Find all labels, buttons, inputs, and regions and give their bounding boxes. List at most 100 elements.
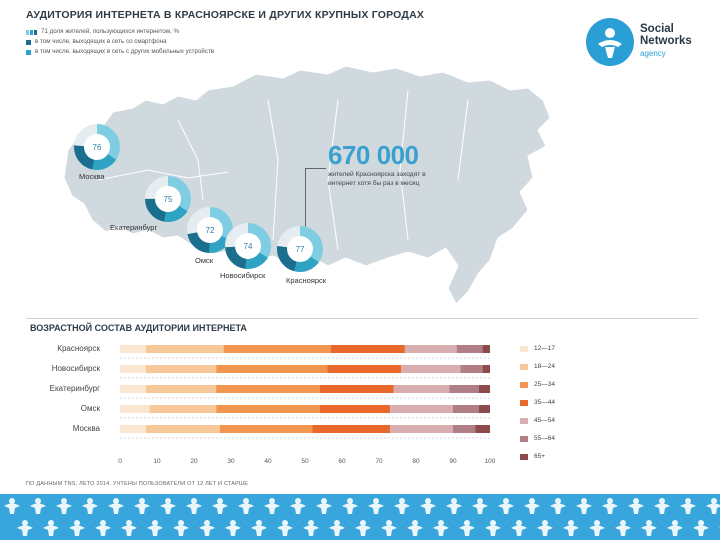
x-tick-label: 20 [190, 458, 198, 465]
footer-person-body [173, 525, 189, 536]
footer-person-head [256, 520, 262, 526]
legend-label-mobile: в том числе, выходящих в сеть с других м… [35, 48, 215, 55]
age-legend-item: 55—64 [520, 435, 555, 442]
footer-person-body [485, 525, 501, 536]
bar-segment [478, 405, 490, 413]
bar-segment [216, 405, 320, 413]
bar-segment [330, 345, 405, 353]
footer-person-head [568, 520, 574, 526]
footer-person-body [537, 525, 553, 536]
footer-person-body [576, 503, 592, 514]
footer-person-body [667, 525, 683, 536]
bar-segment [478, 385, 490, 393]
footer-person-body [433, 525, 449, 536]
footer-person-head [659, 498, 665, 504]
legend-label-smartphone: в том числе, выходящих в сеть со смартфо… [35, 38, 167, 45]
bar-segment [319, 405, 391, 413]
footer-person-head [347, 498, 353, 504]
age-legend-swatch [520, 399, 528, 406]
donut-segment [225, 223, 271, 269]
footer-person-body [654, 503, 670, 514]
donut-omsk: 72 [187, 207, 233, 253]
bar-segment [456, 345, 483, 353]
legend-row-smartphone: в том числе, выходящих в сеть со смартфо… [26, 37, 214, 47]
bar-segment [482, 345, 490, 353]
x-tick-label: 40 [264, 458, 272, 465]
footer-person-head [529, 498, 535, 504]
bar-segment [390, 405, 453, 413]
age-chart-title: ВОЗРАСТНОЙ СОСТАВ АУДИТОРИИ ИНТЕРНЕТА [30, 323, 247, 333]
logo-subtitle: agency [640, 49, 666, 58]
footer-person-head [269, 498, 275, 504]
footer-person-body [160, 503, 176, 514]
footer-person-body [82, 503, 98, 514]
footer-person-head [230, 520, 236, 526]
footer-person-head [165, 498, 171, 504]
x-tick-label: 0 [118, 458, 122, 465]
bar-segment [145, 425, 220, 433]
page-title: АУДИТОРИЯ ИНТЕРНЕТА В КРАСНОЯРСКЕ И ДРУГ… [26, 9, 425, 21]
footer-person-body [69, 525, 85, 536]
x-tick-label: 50 [301, 458, 309, 465]
legend-row-mobile: в том числе, выходящих в сеть с других м… [26, 47, 214, 57]
age-legend-swatch [520, 417, 528, 424]
bar-segment [145, 345, 224, 353]
bar-segment [120, 425, 146, 433]
footer-person-body [706, 503, 720, 514]
footer-person-body [4, 503, 20, 514]
map-legend: 71 доля жителей, пользующихся интернетом… [26, 27, 214, 57]
bar-segment [327, 365, 402, 373]
city-label-moscow: Москва [79, 172, 105, 181]
footer-person-head [295, 498, 301, 504]
donut-ekaterinburg: 75 [145, 176, 191, 222]
bar-segment [482, 365, 490, 373]
callout-leader-line [305, 168, 326, 241]
footer-person-head [685, 498, 691, 504]
x-tick-label: 70 [375, 458, 383, 465]
footer-person-body [277, 525, 293, 536]
footer-person-head [308, 520, 314, 526]
footer-person-body [628, 503, 644, 514]
age-legend-label: 55—64 [534, 435, 555, 442]
bar-segment [390, 425, 453, 433]
footer-person-head [100, 520, 106, 526]
bar-segment [453, 405, 479, 413]
bar-segment [312, 425, 391, 433]
age-legend-swatch [520, 453, 528, 460]
footer-person-body [30, 503, 46, 514]
footer-person-body [693, 525, 709, 536]
x-tick-label: 10 [153, 458, 161, 465]
footer-person-head [386, 520, 392, 526]
footer-person-head [243, 498, 249, 504]
footer-person-head [360, 520, 366, 526]
footer-pattern [0, 494, 720, 540]
footer-person-body [459, 525, 475, 536]
footer-person-head [425, 498, 431, 504]
footer-person-body [420, 503, 436, 514]
footer-person-body [394, 503, 410, 514]
x-tick-label: 60 [338, 458, 346, 465]
donut-segment [74, 124, 120, 170]
footer-person-head [698, 520, 704, 526]
bar-segment [401, 365, 461, 373]
footer-person-body [368, 503, 384, 514]
russia-map [63, 65, 551, 305]
donut-segment [187, 207, 233, 253]
footer-person-head [412, 520, 418, 526]
bar-segment [120, 365, 146, 373]
social-networks-logo [586, 18, 634, 66]
bar-label: Новосибирск [51, 364, 100, 373]
footer-person-body [212, 503, 228, 514]
footer-person-head [22, 520, 28, 526]
footer-person-head [178, 520, 184, 526]
x-tick-label: 100 [484, 458, 496, 465]
callout-number: 670 000 [328, 140, 419, 170]
age-legend-item: 45—54 [520, 417, 555, 424]
footer-person-body [121, 525, 137, 536]
donut-segment [277, 226, 323, 272]
footer-person-head [646, 520, 652, 526]
donut-segment [187, 207, 233, 253]
footer-person-body [303, 525, 319, 536]
x-tick-label: 80 [412, 458, 420, 465]
footer-person-head [191, 498, 197, 504]
